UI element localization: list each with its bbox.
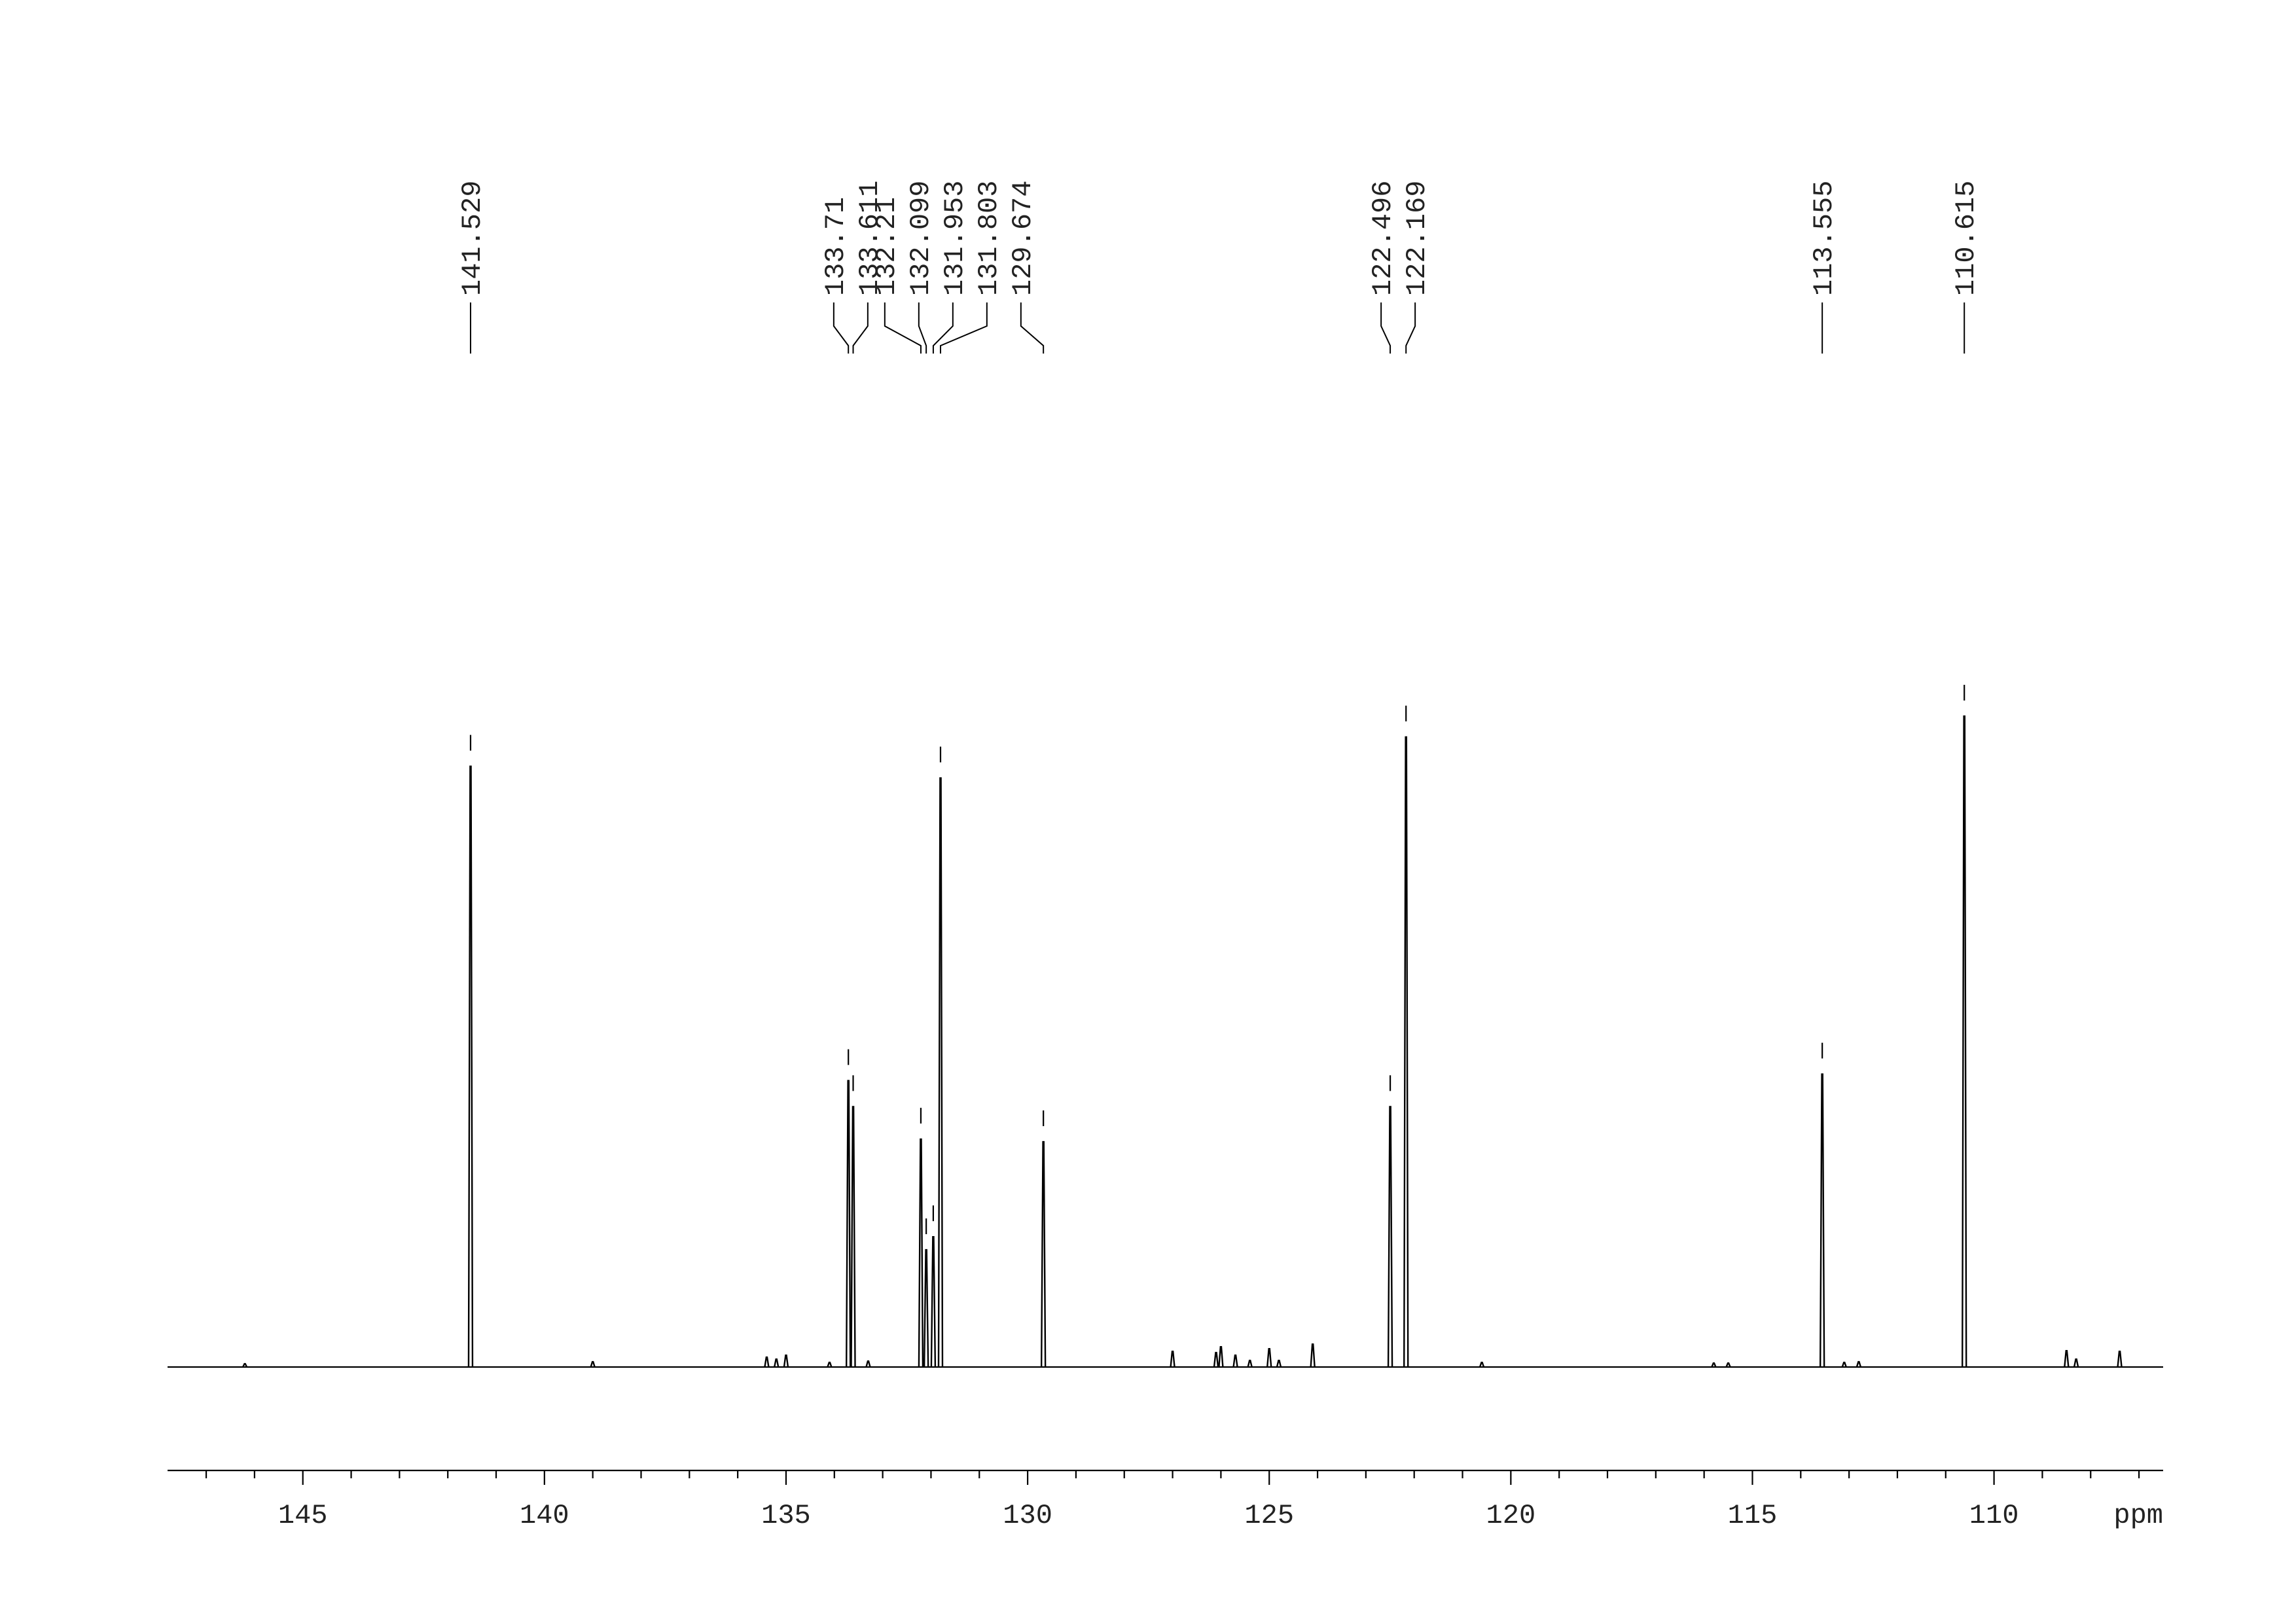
peak: [1387, 1106, 1393, 1368]
peak: [1479, 1361, 1485, 1368]
peak: [590, 1360, 596, 1368]
peak-label: 122.169: [1401, 181, 1433, 296]
x-tick-label: 125: [1244, 1500, 1294, 1531]
peak-leader: [932, 302, 954, 354]
peak-leader: [1380, 302, 1391, 354]
x-tick-label: 130: [1003, 1500, 1052, 1531]
peak: [1218, 1345, 1224, 1368]
peak: [1247, 1359, 1253, 1368]
x-tick-label: 140: [520, 1500, 569, 1531]
peak: [2073, 1358, 2079, 1368]
peak-label: 141.529: [457, 181, 488, 296]
peak-leader: [1405, 302, 1416, 354]
peak: [467, 765, 474, 1368]
peak-label: 122.496: [1367, 181, 1399, 296]
peak-leader: [833, 302, 850, 354]
peak-label: 133.611: [854, 181, 886, 296]
peak: [1819, 1073, 1825, 1368]
peak-label: 110.615: [1950, 181, 1982, 296]
peak-label: 132.099: [905, 181, 937, 296]
peak: [1266, 1347, 1272, 1368]
peak: [764, 1356, 770, 1368]
peak-label: 113.555: [1808, 181, 1840, 296]
peak-label: 131.803: [973, 181, 1005, 296]
peak: [242, 1362, 248, 1368]
peak: [923, 1249, 929, 1368]
peak-leader: [939, 302, 988, 354]
peak: [865, 1360, 871, 1368]
peak: [846, 1080, 852, 1368]
x-tick-label: 120: [1486, 1500, 1536, 1531]
peak: [1276, 1359, 1282, 1368]
peak: [930, 1236, 937, 1368]
peak: [2064, 1349, 2070, 1368]
peak-leader: [1020, 302, 1045, 354]
peak: [1310, 1343, 1316, 1368]
peak-leader: [884, 302, 922, 354]
peak-leader: [918, 302, 927, 354]
peak: [1711, 1362, 1717, 1368]
peak: [1856, 1360, 1862, 1368]
peak: [827, 1361, 833, 1368]
peak: [1403, 736, 1409, 1368]
peak: [1232, 1354, 1238, 1368]
peak: [1170, 1350, 1175, 1368]
peak-label: 132.21: [871, 197, 903, 296]
x-tick-label: 110: [1969, 1500, 2019, 1531]
peak: [918, 1138, 924, 1368]
peak: [783, 1354, 789, 1368]
peak-label: 131.953: [939, 181, 971, 296]
peak: [1725, 1362, 1731, 1368]
peak-label: 129.674: [1007, 181, 1039, 296]
peak-label: 133.71: [820, 197, 852, 296]
peak: [937, 777, 944, 1368]
peak: [1213, 1351, 1219, 1368]
peak: [1040, 1140, 1047, 1368]
peak: [850, 1106, 856, 1368]
peak: [1962, 715, 1967, 1368]
x-tick-label: 115: [1728, 1500, 1778, 1531]
x-axis-label: ppm: [2113, 1500, 2163, 1531]
x-tick-label: 145: [278, 1500, 328, 1531]
peak-leader: [852, 302, 869, 354]
x-tick-label: 135: [761, 1500, 811, 1531]
peak: [1841, 1361, 1847, 1368]
peak: [2117, 1350, 2123, 1368]
peak: [774, 1358, 780, 1368]
